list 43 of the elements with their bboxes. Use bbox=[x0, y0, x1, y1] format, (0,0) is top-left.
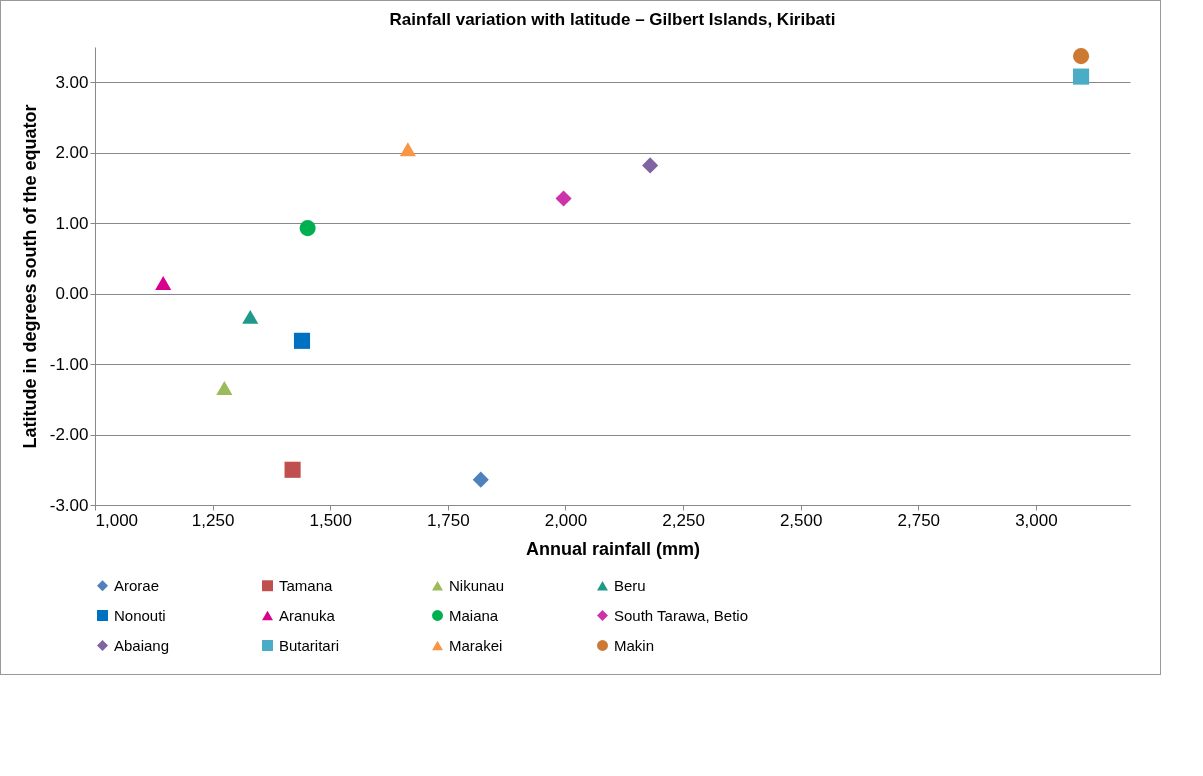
x-tick-label: 3,000 bbox=[1015, 510, 1058, 530]
y-tick-label: 0.00 bbox=[55, 284, 89, 304]
chart-title: Rainfall variation with latitude – Gilbert Islands, Kiribati bbox=[389, 10, 836, 29]
point bbox=[1073, 48, 1090, 65]
legend-label: Makin bbox=[614, 636, 655, 654]
legend-label: Tamana bbox=[279, 576, 334, 594]
y-tick-label: -2.00 bbox=[49, 425, 89, 445]
legend-label: Aranuka bbox=[279, 606, 336, 624]
point bbox=[642, 157, 659, 174]
legend-label: Maiana bbox=[449, 606, 499, 624]
legend-label: Marakei bbox=[449, 636, 503, 654]
legend-label: Arorae bbox=[114, 576, 160, 594]
y-tick-label: 1.00 bbox=[55, 213, 89, 233]
legend-label: South Tarawa, Betio bbox=[614, 606, 748, 624]
x-tick-label: 2,500 bbox=[779, 510, 823, 530]
x-tick-label: 1,500 bbox=[309, 510, 352, 530]
legend-label: Butaritari bbox=[279, 636, 340, 654]
legend-label: Nonouti bbox=[114, 606, 166, 624]
y-tick-label: 2.00 bbox=[55, 143, 89, 163]
y-tick-label: 3.00 bbox=[55, 72, 89, 92]
point bbox=[216, 381, 233, 396]
legend-label: Beru bbox=[614, 576, 646, 594]
x-tick-label: 1,000 bbox=[95, 510, 139, 530]
x-tick-label: 2,000 bbox=[544, 510, 588, 530]
point bbox=[155, 276, 172, 291]
x-tick-label: 1,250 bbox=[191, 510, 235, 530]
x-tick-label: 2,750 bbox=[897, 510, 941, 530]
x-tick-label: 1,750 bbox=[427, 510, 470, 530]
point bbox=[1073, 68, 1090, 85]
point bbox=[555, 190, 572, 207]
point bbox=[293, 332, 311, 349]
y-tick-label: -1.00 bbox=[49, 354, 89, 374]
legend-label: Nikunau bbox=[449, 576, 505, 594]
point bbox=[399, 142, 416, 157]
point bbox=[472, 471, 489, 488]
point bbox=[284, 461, 301, 478]
legend-label: Abaiang bbox=[114, 636, 170, 654]
point bbox=[299, 220, 316, 237]
point bbox=[242, 309, 259, 324]
y-axis-title: Latitude in degrees south of the equator bbox=[19, 104, 40, 449]
x-tick-label: 2,250 bbox=[662, 510, 705, 530]
x-axis-title: Annual rainfall (mm) bbox=[525, 538, 701, 559]
y-tick-label: -3.00 bbox=[49, 495, 89, 515]
